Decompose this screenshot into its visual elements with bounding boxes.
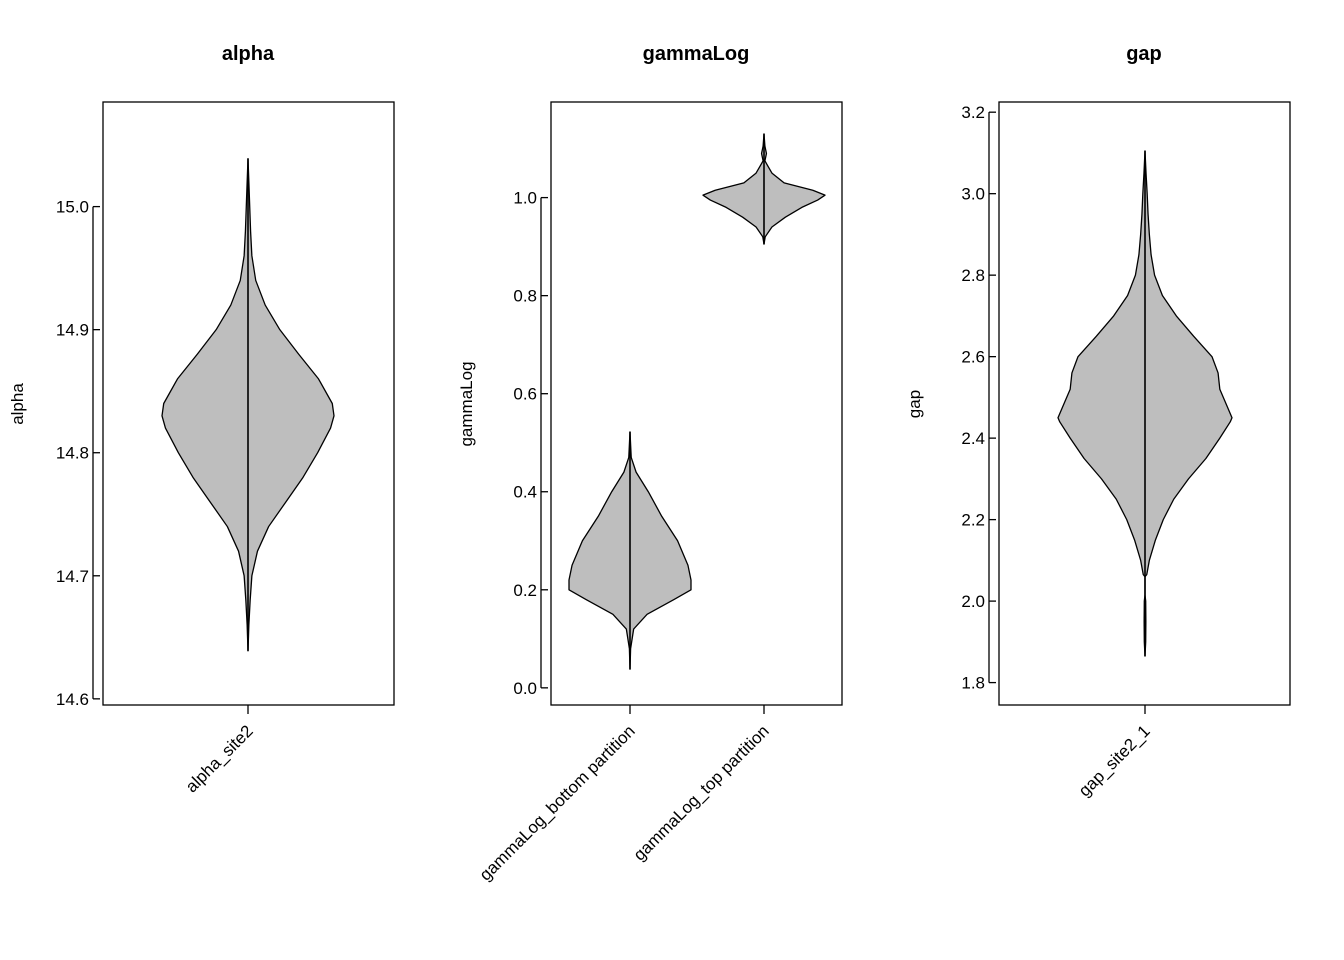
gammalog-y-tick-label: 0.4 xyxy=(513,483,537,502)
gap-y-tick-label: 2.0 xyxy=(961,592,985,611)
alpha-y-tick-label: 14.6 xyxy=(56,690,89,709)
gammalog-y-axis: 0.0 0.2 0.4 0.6 0.8 1.0 xyxy=(513,189,548,698)
gap-y-tick-label: 2.8 xyxy=(961,266,985,285)
gammalog-y-axis-label: gammaLog xyxy=(457,361,476,446)
x-category-label-alpha-site2: alpha_site2 xyxy=(182,721,257,796)
gammalog-y-tick-label: 0.2 xyxy=(513,581,537,600)
alpha-y-tick-label: 14.9 xyxy=(56,321,89,340)
gammalog-y-tick-label: 0.0 xyxy=(513,679,537,698)
gap-panel: gap gap 1.8 2.0 2.2 2.4 2.6 2.8 3.0 3.2 gap_sit… xyxy=(905,43,1291,800)
gammalog-panel: gammaLog gammaLog 0.0 0.2 0.4 0.6 0.8 1.0 gam… xyxy=(457,43,843,885)
gap-plot-frame xyxy=(998,101,1291,706)
gammalog-y-tick-label: 1.0 xyxy=(513,189,537,208)
gap-y-axis: 1.8 2.0 2.2 2.4 2.6 2.8 3.0 3.2 xyxy=(961,103,996,693)
alpha-x-axis: alpha_site2 xyxy=(182,705,257,796)
alpha-y-tick-label: 15.0 xyxy=(56,198,89,217)
gammalog-y-tick-label: 0.8 xyxy=(513,287,537,306)
alpha-panel-title: alpha xyxy=(222,43,275,65)
alpha-y-tick-label: 14.8 xyxy=(56,444,89,463)
gammalog-panel-title: gammaLog xyxy=(643,43,750,65)
alpha-plot-frame xyxy=(102,101,395,706)
gap-x-axis: gap_site2_1 xyxy=(1075,705,1154,800)
alpha-panel: alpha alpha 14.6 14.7 14.8 14.9 15.0 alpha_s… xyxy=(8,43,395,796)
gap-y-axis-label: gap xyxy=(905,390,924,418)
gap-panel-title: gap xyxy=(1126,43,1162,65)
gap-y-tick-label: 2.4 xyxy=(961,429,985,448)
alpha-y-axis: 14.6 14.7 14.8 14.9 15.0 xyxy=(56,198,100,709)
gap-y-tick-label: 3.2 xyxy=(961,103,985,122)
gammalog-y-tick-label: 0.6 xyxy=(513,385,537,404)
gap-y-tick-label: 3.0 xyxy=(961,185,985,204)
gammalog-violins xyxy=(568,133,826,670)
x-category-label-gap-site2-1: gap_site2_1 xyxy=(1075,721,1154,800)
gap-y-tick-label: 1.8 xyxy=(961,674,985,693)
gap-y-tick-label: 2.2 xyxy=(961,511,985,530)
alpha-violins xyxy=(161,157,335,652)
x-category-label-gammalog-top-partition: gammaLog_top partition xyxy=(630,721,773,864)
alpha-y-axis-label: alpha xyxy=(8,383,27,425)
x-category-label-gammalog-bottom-partition: gammaLog_bottom partition xyxy=(476,721,639,884)
alpha-y-tick-label: 14.7 xyxy=(56,567,89,586)
gammalog-plot-frame xyxy=(550,101,843,706)
gap-y-tick-label: 2.6 xyxy=(961,348,985,367)
gap-violins xyxy=(1057,150,1233,657)
